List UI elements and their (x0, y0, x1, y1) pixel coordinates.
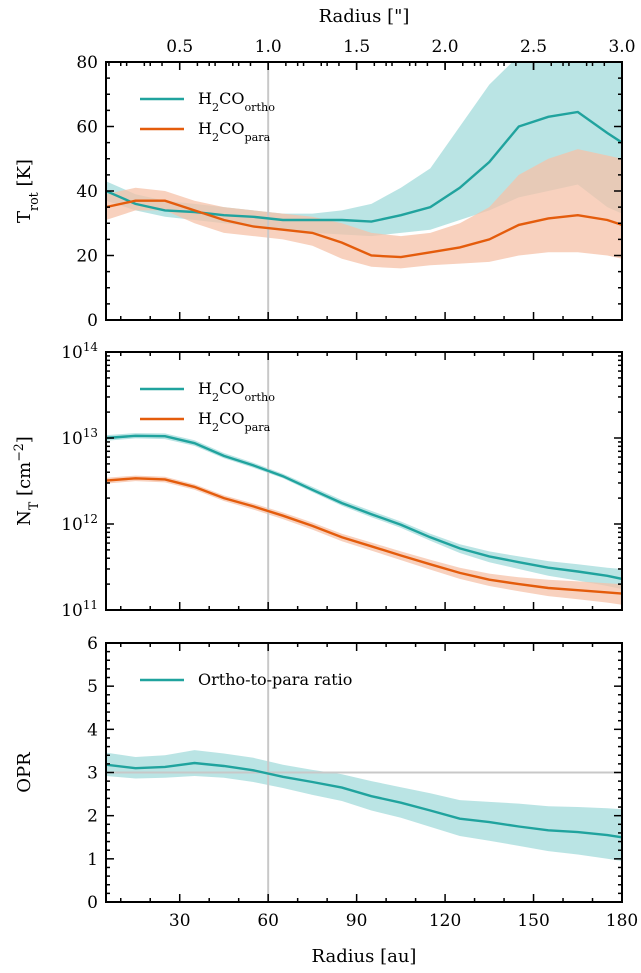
series-line-ortho (106, 434, 622, 581)
x-tick-label: 150 (517, 911, 549, 931)
uncertainty-band-para (106, 475, 622, 605)
top-tick-label: 1.0 (255, 37, 282, 57)
y-tick-label: 5 (87, 677, 98, 697)
y-tick-label: 6 (87, 634, 98, 654)
series-line-para (106, 477, 622, 595)
top-tick-label: 3.0 (608, 37, 635, 57)
axes-frame (105, 351, 623, 611)
legend-label: H2COpara (198, 119, 271, 144)
y-tick-label: 0 (87, 311, 98, 331)
legend-label: Ortho-to-para ratio (198, 670, 352, 689)
series-line-ortho (106, 110, 622, 223)
y-tick-label: 1013 (61, 426, 98, 449)
y-tick-label: 1011 (61, 598, 98, 621)
y-tick-label: 0 (87, 893, 98, 913)
panel-temperature: 0 20 40 60 80 Trot [K] H2COortho H2COpara (14, 53, 623, 331)
y-tick-label: 80 (76, 53, 98, 73)
legend-label: H2COpara (198, 409, 271, 434)
top-tick-label: 1.5 (343, 37, 370, 57)
plot-area (106, 62, 622, 320)
plot-area (106, 352, 622, 610)
y-tick-label: 60 (76, 118, 98, 138)
top-axis-label: Radius ["] (319, 6, 410, 27)
y-tick-label: 40 (76, 182, 98, 202)
legend-label: H2COortho (198, 379, 275, 404)
top-tick-label: 2.0 (432, 37, 459, 57)
x-tick-label: 180 (606, 911, 638, 931)
uncertainty-band-ortho (106, 750, 622, 861)
x-tick-label: 90 (346, 911, 368, 931)
legend-label: H2COortho (198, 89, 275, 114)
y-axis-label: OPR (14, 752, 35, 793)
x-tick-label: 120 (429, 911, 461, 931)
series-line-ortho (106, 761, 622, 839)
top-tick-label: 2.5 (520, 37, 547, 57)
bottom-axis-label: Radius [au] (312, 946, 417, 967)
y-tick-label: 1012 (61, 512, 98, 535)
y-tick-label: 4 (87, 720, 98, 740)
y-tick-label: 3 (87, 764, 98, 784)
y-axis-label: Trot [K] (14, 159, 41, 223)
plot-area (106, 643, 622, 902)
series-line-para (106, 199, 622, 259)
uncertainty-band-ortho (106, 62, 622, 237)
y-axis-label: NT [cm−2] (11, 436, 41, 526)
x-tick-label: 60 (257, 911, 279, 931)
y-tick-label: 20 (76, 247, 98, 267)
y-tick-label: 2 (87, 807, 98, 827)
x-tick-label: 30 (169, 911, 191, 931)
top-axis-ticks: 0.5 1.0 1.5 2.0 2.5 3.0 (166, 37, 635, 57)
top-tick-label: 0.5 (166, 37, 193, 57)
y-tick-label: 1 (87, 850, 98, 870)
panel-opr: 0 1 2 3 4 5 6 30 60 90 120 150 180 OPR Ortho-to-para r… (14, 634, 638, 931)
panel-column-density: 1011 1012 1013 1014 NT [cm−2] H2COortho H2COpa… (11, 340, 623, 621)
y-tick-label: 1014 (61, 340, 98, 363)
